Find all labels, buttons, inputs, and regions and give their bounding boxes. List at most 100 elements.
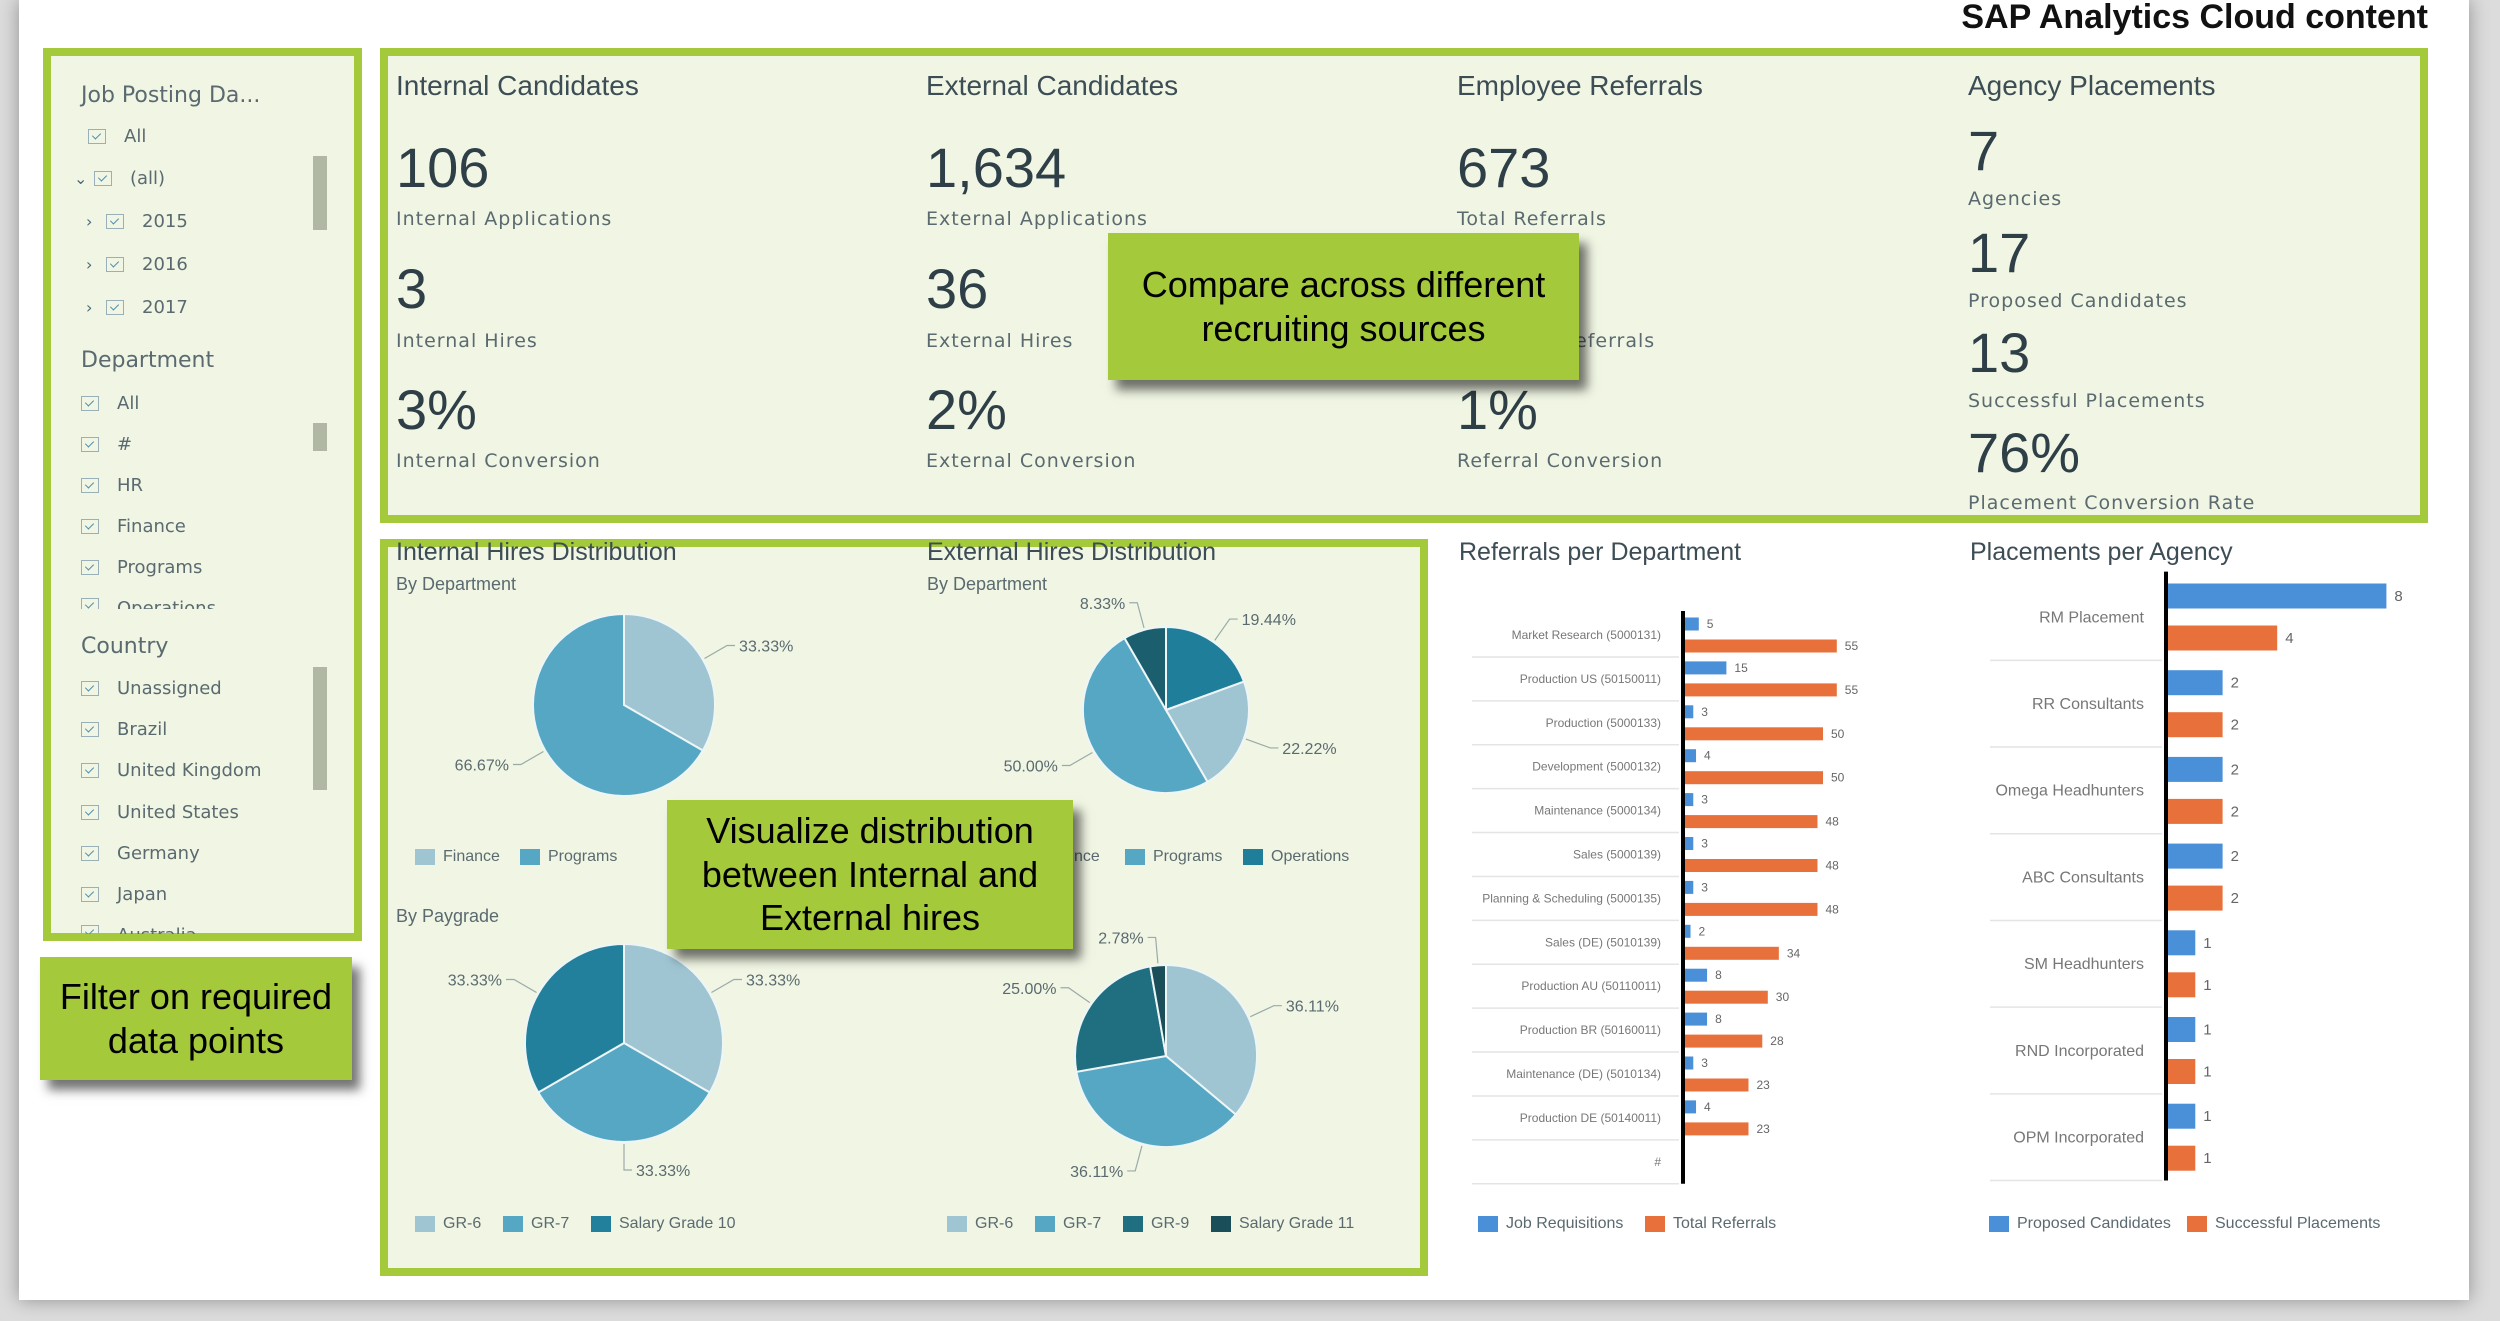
bar-orange[interactable] — [1685, 771, 1823, 785]
bar-blue[interactable] — [2168, 583, 2387, 609]
bar-orange[interactable] — [2168, 1145, 2196, 1171]
checkbox-checked-icon[interactable] — [81, 478, 99, 493]
filter-item-department[interactable]: Finance — [81, 516, 186, 537]
filter-item-country[interactable]: Germany — [81, 843, 200, 864]
bar-orange[interactable] — [1685, 639, 1837, 653]
bar-orange[interactable] — [2168, 712, 2223, 738]
filter-title-department: Department — [81, 348, 215, 373]
chevron-down-icon[interactable]: ⌄ — [74, 169, 88, 188]
filter-item-job-posting[interactable]: › 2015 — [86, 211, 188, 232]
bar-orange[interactable] — [1685, 990, 1768, 1004]
checkbox-checked-icon[interactable] — [81, 887, 99, 902]
bar-orange[interactable] — [1685, 946, 1779, 960]
bar-blue[interactable] — [2168, 1103, 2196, 1129]
filter-item-department[interactable]: Programs — [81, 557, 202, 578]
chevron-right-icon[interactable]: › — [86, 255, 93, 274]
pie-slice[interactable] — [1123, 625, 1167, 714]
checkbox-checked-icon[interactable] — [106, 300, 124, 315]
checkbox-checked-icon[interactable] — [81, 722, 99, 738]
checkbox-checked-icon[interactable] — [81, 598, 99, 609]
filter-item-job-posting[interactable]: › 2017 — [86, 297, 188, 318]
checkbox-checked-icon[interactable] — [81, 560, 99, 575]
bar-orange[interactable] — [1685, 1078, 1749, 1092]
bar-orange[interactable] — [2168, 798, 2223, 824]
checkbox-checked-icon[interactable] — [81, 845, 99, 861]
filter-item-department[interactable]: HR — [81, 475, 143, 496]
kpi-group-title: Employee Referrals — [1457, 70, 1703, 101]
bar-blue[interactable] — [1685, 749, 1697, 763]
pie-slice[interactable] — [1165, 963, 1258, 1116]
bar-blue[interactable] — [2168, 843, 2223, 869]
filter-item-country[interactable]: United Kingdom — [81, 760, 261, 781]
checkbox-checked-icon[interactable] — [81, 519, 99, 534]
checkbox-checked-icon[interactable] — [94, 171, 112, 186]
chevron-right-icon[interactable]: › — [86, 298, 93, 317]
pie-slice[interactable] — [524, 942, 625, 1094]
bar-orange[interactable] — [1685, 815, 1818, 829]
bar-orange[interactable] — [1685, 683, 1837, 697]
bar-blue[interactable] — [1685, 793, 1694, 807]
checkbox-checked-icon[interactable] — [81, 925, 99, 935]
bar-orange[interactable] — [1685, 902, 1818, 916]
filter-item-country[interactable]: Japan — [81, 884, 167, 905]
scrollbar-thumb[interactable] — [313, 667, 327, 790]
filter-item-country[interactable]: United States — [81, 802, 239, 823]
checkbox-checked-icon[interactable] — [81, 437, 99, 452]
checkbox-checked-icon[interactable] — [106, 257, 124, 272]
filter-item-job-posting[interactable]: All — [88, 126, 146, 147]
filter-item-department[interactable]: All — [81, 393, 139, 414]
checkbox-checked-icon[interactable] — [88, 129, 106, 144]
filter-item-label: Brazil — [117, 719, 168, 741]
bar-blue[interactable] — [1685, 705, 1694, 719]
pie-slice[interactable] — [623, 612, 716, 752]
pie-slice[interactable] — [1165, 625, 1246, 712]
pie-slice[interactable] — [532, 612, 705, 797]
bar-blue[interactable] — [2168, 930, 2196, 956]
checkbox-checked-icon[interactable] — [81, 681, 99, 696]
bar-blue[interactable] — [1685, 968, 1708, 982]
bar-blue[interactable] — [2168, 670, 2223, 696]
checkbox-checked-icon[interactable] — [81, 396, 99, 411]
checkbox-checked-icon[interactable] — [106, 214, 124, 229]
bar-blue[interactable] — [1685, 617, 1699, 631]
bar-orange[interactable] — [2168, 625, 2278, 651]
bar-orange[interactable] — [1685, 727, 1823, 741]
scrollbar-thumb[interactable] — [313, 423, 327, 451]
pie-slice[interactable] — [1075, 1054, 1238, 1148]
pie-slice[interactable] — [1082, 636, 1209, 794]
bar-blue[interactable] — [1685, 1100, 1697, 1114]
pie-slice[interactable] — [1164, 680, 1250, 784]
legend-label: Salary Grade 10 — [619, 1215, 736, 1232]
bar-orange[interactable] — [1685, 1122, 1749, 1136]
filter-item-department[interactable]: # — [81, 434, 132, 455]
pie-slice[interactable] — [623, 942, 724, 1094]
checkbox-checked-icon[interactable] — [81, 763, 99, 779]
filter-item-country[interactable]: Unassigned — [81, 678, 222, 699]
filter-item-job-posting[interactable]: › 2016 — [86, 254, 188, 275]
filter-item-job-posting[interactable]: ⌄ (all) — [74, 168, 165, 189]
bar-orange[interactable] — [1685, 1034, 1763, 1048]
pie-slice[interactable] — [1149, 963, 1167, 1057]
bar-orange[interactable] — [1685, 859, 1818, 872]
pie-slice[interactable] — [1073, 965, 1168, 1073]
checkbox-checked-icon[interactable] — [81, 804, 99, 820]
bar-blue[interactable] — [1685, 1056, 1694, 1070]
filter-item-label: 2015 — [142, 211, 188, 232]
bar-blue[interactable] — [2168, 756, 2223, 782]
bar-orange[interactable] — [2168, 972, 2196, 998]
bar-value-label: 4 — [1704, 1100, 1711, 1114]
bar-blue[interactable] — [2168, 1017, 2196, 1042]
filter-item-country[interactable]: Brazil — [81, 719, 167, 740]
filter-item-department[interactable]: Operations — [81, 598, 216, 609]
bar-orange[interactable] — [2168, 885, 2223, 911]
bar-blue[interactable] — [1685, 837, 1694, 850]
bar-blue[interactable] — [1685, 880, 1694, 894]
bar-value-label: 1 — [2203, 1108, 2211, 1125]
bar-blue[interactable] — [1685, 1012, 1708, 1026]
scrollbar-thumb[interactable] — [313, 156, 327, 230]
bar-blue[interactable] — [1685, 924, 1691, 938]
bar-blue[interactable] — [1685, 661, 1727, 675]
filter-item-country[interactable]: Australia — [81, 925, 197, 935]
bar-orange[interactable] — [2168, 1059, 2196, 1084]
chevron-right-icon[interactable]: › — [86, 212, 93, 231]
